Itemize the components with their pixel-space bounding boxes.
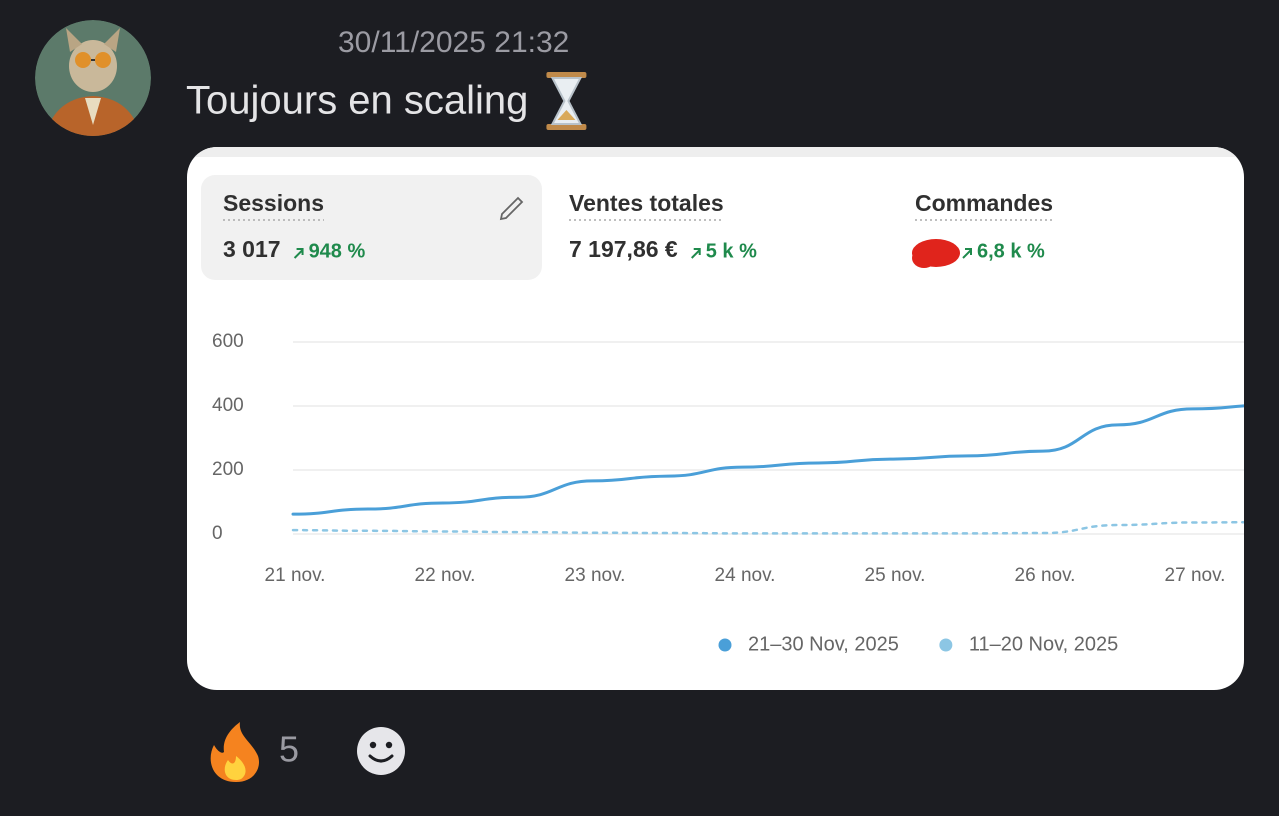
- hourglass-emoji: [546, 72, 587, 130]
- x-tick-label: 21 nov.: [265, 565, 326, 586]
- redaction: [912, 248, 936, 268]
- message-text: Toujours en scaling: [186, 79, 528, 123]
- metric-label: Ventes totales: [569, 190, 724, 216]
- y-tick-label: 600: [212, 331, 244, 352]
- x-tick-label: 25 nov.: [865, 565, 926, 586]
- timestamp: 30/11/2025 21:32: [338, 26, 569, 59]
- y-tick-label: 200: [212, 459, 244, 480]
- metric-label: Commandes: [915, 190, 1053, 216]
- metric-value: 7 197,86 €: [569, 236, 678, 262]
- metric-selected-bg: [201, 175, 542, 280]
- edit-icon[interactable]: [499, 196, 524, 221]
- metric-label: Sessions: [223, 190, 324, 216]
- trend-arrow: [962, 248, 972, 259]
- y-tick-label: 0: [212, 523, 223, 544]
- image-card[interactable]: [187, 147, 1244, 690]
- legend-label: 21–30 Nov, 2025: [748, 633, 899, 655]
- metric-change: 5 k %: [706, 240, 757, 262]
- x-tick-label: 24 nov.: [715, 565, 776, 586]
- legend-dot: [718, 638, 732, 652]
- series-line: [291, 403, 1244, 516]
- trend-arrow: [293, 248, 304, 259]
- trend-arrow: [691, 248, 701, 259]
- metric-change: 948 %: [309, 240, 366, 262]
- legend-label: 11–20 Nov, 2025: [969, 633, 1118, 655]
- x-tick-label: 26 nov.: [1015, 565, 1076, 586]
- metric-value: 3 017: [223, 236, 281, 262]
- x-tick-label: 23 nov.: [565, 565, 626, 586]
- series-line: [291, 520, 1244, 535]
- fire-emoji[interactable]: [210, 722, 260, 782]
- avatar[interactable]: [35, 20, 151, 136]
- x-tick-label: 27 nov.: [1165, 565, 1226, 586]
- card-top-strip: [187, 147, 1244, 157]
- add-reaction-button[interactable]: [357, 727, 405, 775]
- metric-change: 6,8 k %: [977, 240, 1045, 262]
- x-tick-label: 22 nov.: [415, 565, 476, 586]
- legend-dot: [939, 638, 953, 652]
- reaction-count: 5: [279, 729, 299, 770]
- y-tick-label: 400: [212, 395, 244, 416]
- card-content: Sessions 3 017 948 % Ventes totales 7 197,86…: [187, 147, 1244, 655]
